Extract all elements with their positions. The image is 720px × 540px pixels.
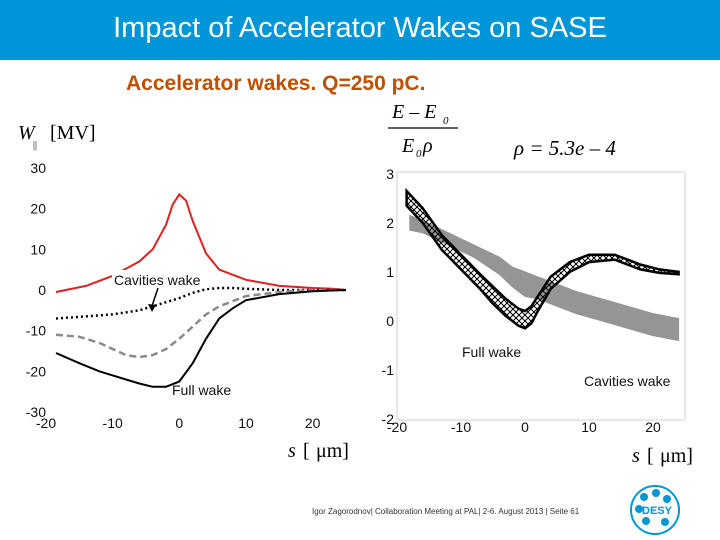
left-x-tick-label: 20 [305,415,321,431]
left-series-group [55,192,347,388]
left-annotation-full: Full wake [172,382,231,398]
desy-logo-dot [635,505,643,513]
right-x-tick-label: 10 [581,419,597,435]
right-series-group [405,187,680,342]
slide-subtitle: Accelerator wakes. Q=250 pC. [126,72,426,95]
right-xlabel-bracket: [ [647,445,654,467]
right-y-tick-label: 2 [386,215,394,231]
right-annotation-full: Full wake [462,344,521,360]
desy-logo-dot [661,518,669,526]
right-xlabel-s: s [632,445,640,467]
cavities-wake-arrowhead [148,304,156,312]
left-y-tick-label: -10 [26,323,46,339]
left-x-tick-label: -20 [36,415,56,431]
slide-footer: Igor Zagorodnov| Collaboration Meeting a… [312,507,580,516]
left-y-tick-label: 30 [30,160,46,176]
left-y-tick-labels: 30 20 10 0 -10 -20 -30 [26,160,46,420]
right-y-tick-label: -2 [382,411,395,427]
left-x-tick-label: 10 [238,415,254,431]
full-wake-line [55,289,347,388]
right-annotation-cavities: Cavities wake [584,373,671,389]
desy-logo-dot [642,517,650,525]
left-x-tick-labels: -20 -10 0 10 20 [36,415,321,431]
right-x-tick-label: 20 [645,419,661,435]
right-x-tick-label: -10 [451,419,471,435]
right-ylabel-denominator: E [401,135,414,157]
right-xlabel-unit: μm] [660,445,693,467]
left-annotation-bg [112,270,212,288]
right-rho-label: ρ = 5.3e – 4 [513,136,616,160]
left-ylabel-unit: [MV] [50,122,96,144]
cavities-wake-band [409,214,680,342]
desy-logo-dot [652,489,660,497]
right-y-tick-labels: 3 2 1 0 -1 -2 [382,166,395,427]
desy-logo-dot [640,493,648,501]
left-ylabel-w: W [18,122,37,144]
left-y-tick-label: -20 [26,363,46,379]
right-x-tick-label: -20 [387,419,407,435]
gray-wake-line [55,288,346,359]
title-bar [0,0,720,60]
left-xlabel-unit: μm] [316,440,349,462]
right-ylabel-rho: ρ [422,135,433,157]
right-x-tick-labels: -20 -10 0 10 20 [387,419,661,435]
slide-title: Impact of Accelerator Wakes on SASE [113,12,607,44]
right-y-tick-label: -1 [382,362,395,378]
left-ylabel-parallel: || [33,140,37,151]
cavities-wake-line [55,286,346,320]
full-wake-band [405,187,680,330]
left-xlabel-bracket: [ [303,440,310,462]
left-y-tick-label: 0 [38,282,46,298]
left-annotation-cavities: Cavities wake [114,272,201,288]
left-x-tick-label: 0 [175,415,183,431]
red-wake-line [55,192,347,293]
right-ylabel-denominator-sub: 0 [416,148,422,160]
left-y-tick-label: -30 [26,404,46,420]
right-plot-frame [396,171,686,421]
right-y-tick-label: 3 [386,166,394,182]
left-y-tick-label: 10 [30,241,46,257]
right-y-tick-label: 0 [386,313,394,329]
cavities-wake-arrow [151,287,159,307]
right-ylabel-numerator-sub: 0 [443,115,449,127]
left-y-tick-label: 20 [30,201,46,217]
left-xlabel-s: s [288,440,296,462]
desy-logo-dot [663,495,671,503]
desy-logo: DESY [630,485,680,535]
right-ylabel-numerator: E – E [391,101,436,123]
left-x-tick-label: -10 [103,415,123,431]
right-x-tick-label: 0 [521,419,529,435]
desy-logo-text: DESY [642,505,673,517]
right-y-tick-label: 1 [386,264,394,280]
